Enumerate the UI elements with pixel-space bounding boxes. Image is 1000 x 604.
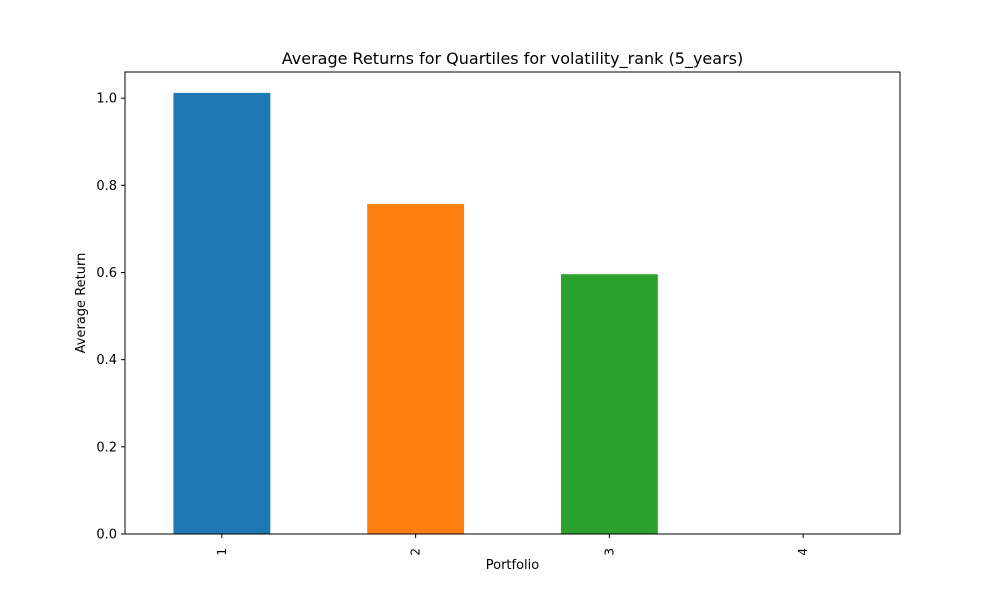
y-tick-label: 0.2 <box>96 440 117 455</box>
plot-frame <box>124 71 901 535</box>
chart-title: Average Returns for Quartiles for volati… <box>282 49 743 69</box>
bar-portfolio-3 <box>560 274 658 534</box>
y-axis-label: Average Return <box>74 253 89 354</box>
x-tick-label: 4 <box>796 548 810 556</box>
x-axis-label: Portfolio <box>486 558 540 573</box>
y-tick-label: 0.0 <box>96 528 117 543</box>
y-tick-label: 0.6 <box>96 266 117 281</box>
x-axis-ticks: 1 2 3 4 <box>215 534 810 556</box>
bars-layer <box>173 92 658 535</box>
bar-portfolio-1 <box>173 92 271 535</box>
x-tick-label: 1 <box>215 548 229 556</box>
y-tick-label: 1.0 <box>96 92 117 107</box>
y-axis-ticks: 0.0 0.2 0.4 0.6 0.8 1.0 <box>96 92 125 543</box>
bar-portfolio-2 <box>367 204 465 534</box>
x-tick-label: 3 <box>602 548 616 556</box>
y-tick-label: 0.4 <box>96 353 117 368</box>
y-tick-label: 0.8 <box>96 179 117 194</box>
x-tick-label: 2 <box>409 548 423 556</box>
